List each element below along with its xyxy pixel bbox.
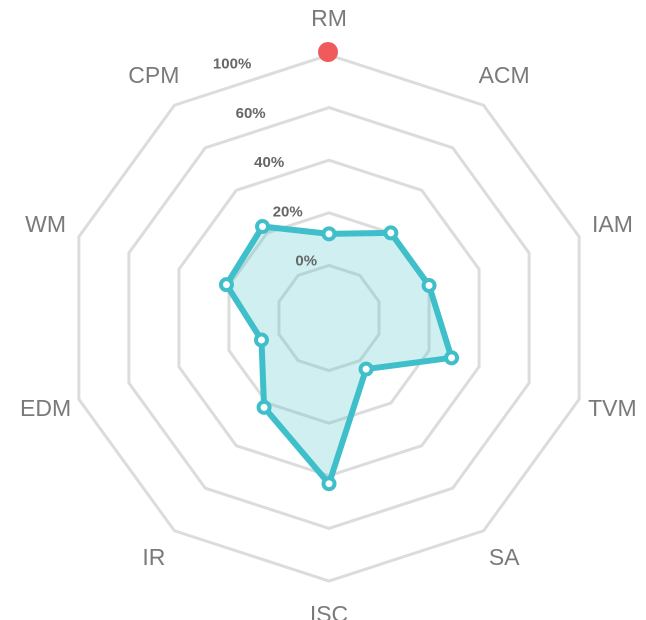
- grid-ring: [77, 53, 581, 583]
- axis-label: IAM: [592, 211, 633, 237]
- axis-label: CPM: [128, 62, 179, 88]
- data-point: [255, 219, 271, 235]
- axis-label: ISC: [310, 601, 348, 620]
- data-point: [421, 277, 437, 293]
- axis-label: IR: [142, 544, 165, 570]
- tick-label: 0%: [295, 253, 317, 270]
- axis-label: SA: [489, 544, 520, 570]
- grid-ring: [277, 263, 381, 373]
- data-point: [383, 225, 399, 241]
- axis-label: EDM: [20, 395, 71, 421]
- data-point: [358, 361, 374, 377]
- data-point: [253, 332, 269, 348]
- data-point: [321, 476, 337, 492]
- highlight-dot: [318, 42, 338, 62]
- data-point: [444, 350, 460, 366]
- tick-label: 60%: [236, 105, 266, 122]
- tick-label: 100%: [213, 56, 251, 73]
- data-point: [321, 226, 337, 242]
- grid-ring: [127, 106, 531, 530]
- series-area: [223, 223, 455, 487]
- axis-label: RM: [311, 5, 347, 31]
- data-point: [256, 399, 272, 415]
- axis-label: WM: [25, 211, 66, 237]
- data-point: [218, 277, 234, 293]
- axis-label: ACM: [479, 62, 530, 88]
- tick-label: 40%: [254, 154, 284, 171]
- axis-label: TVM: [588, 395, 637, 421]
- tick-label: 20%: [273, 203, 303, 220]
